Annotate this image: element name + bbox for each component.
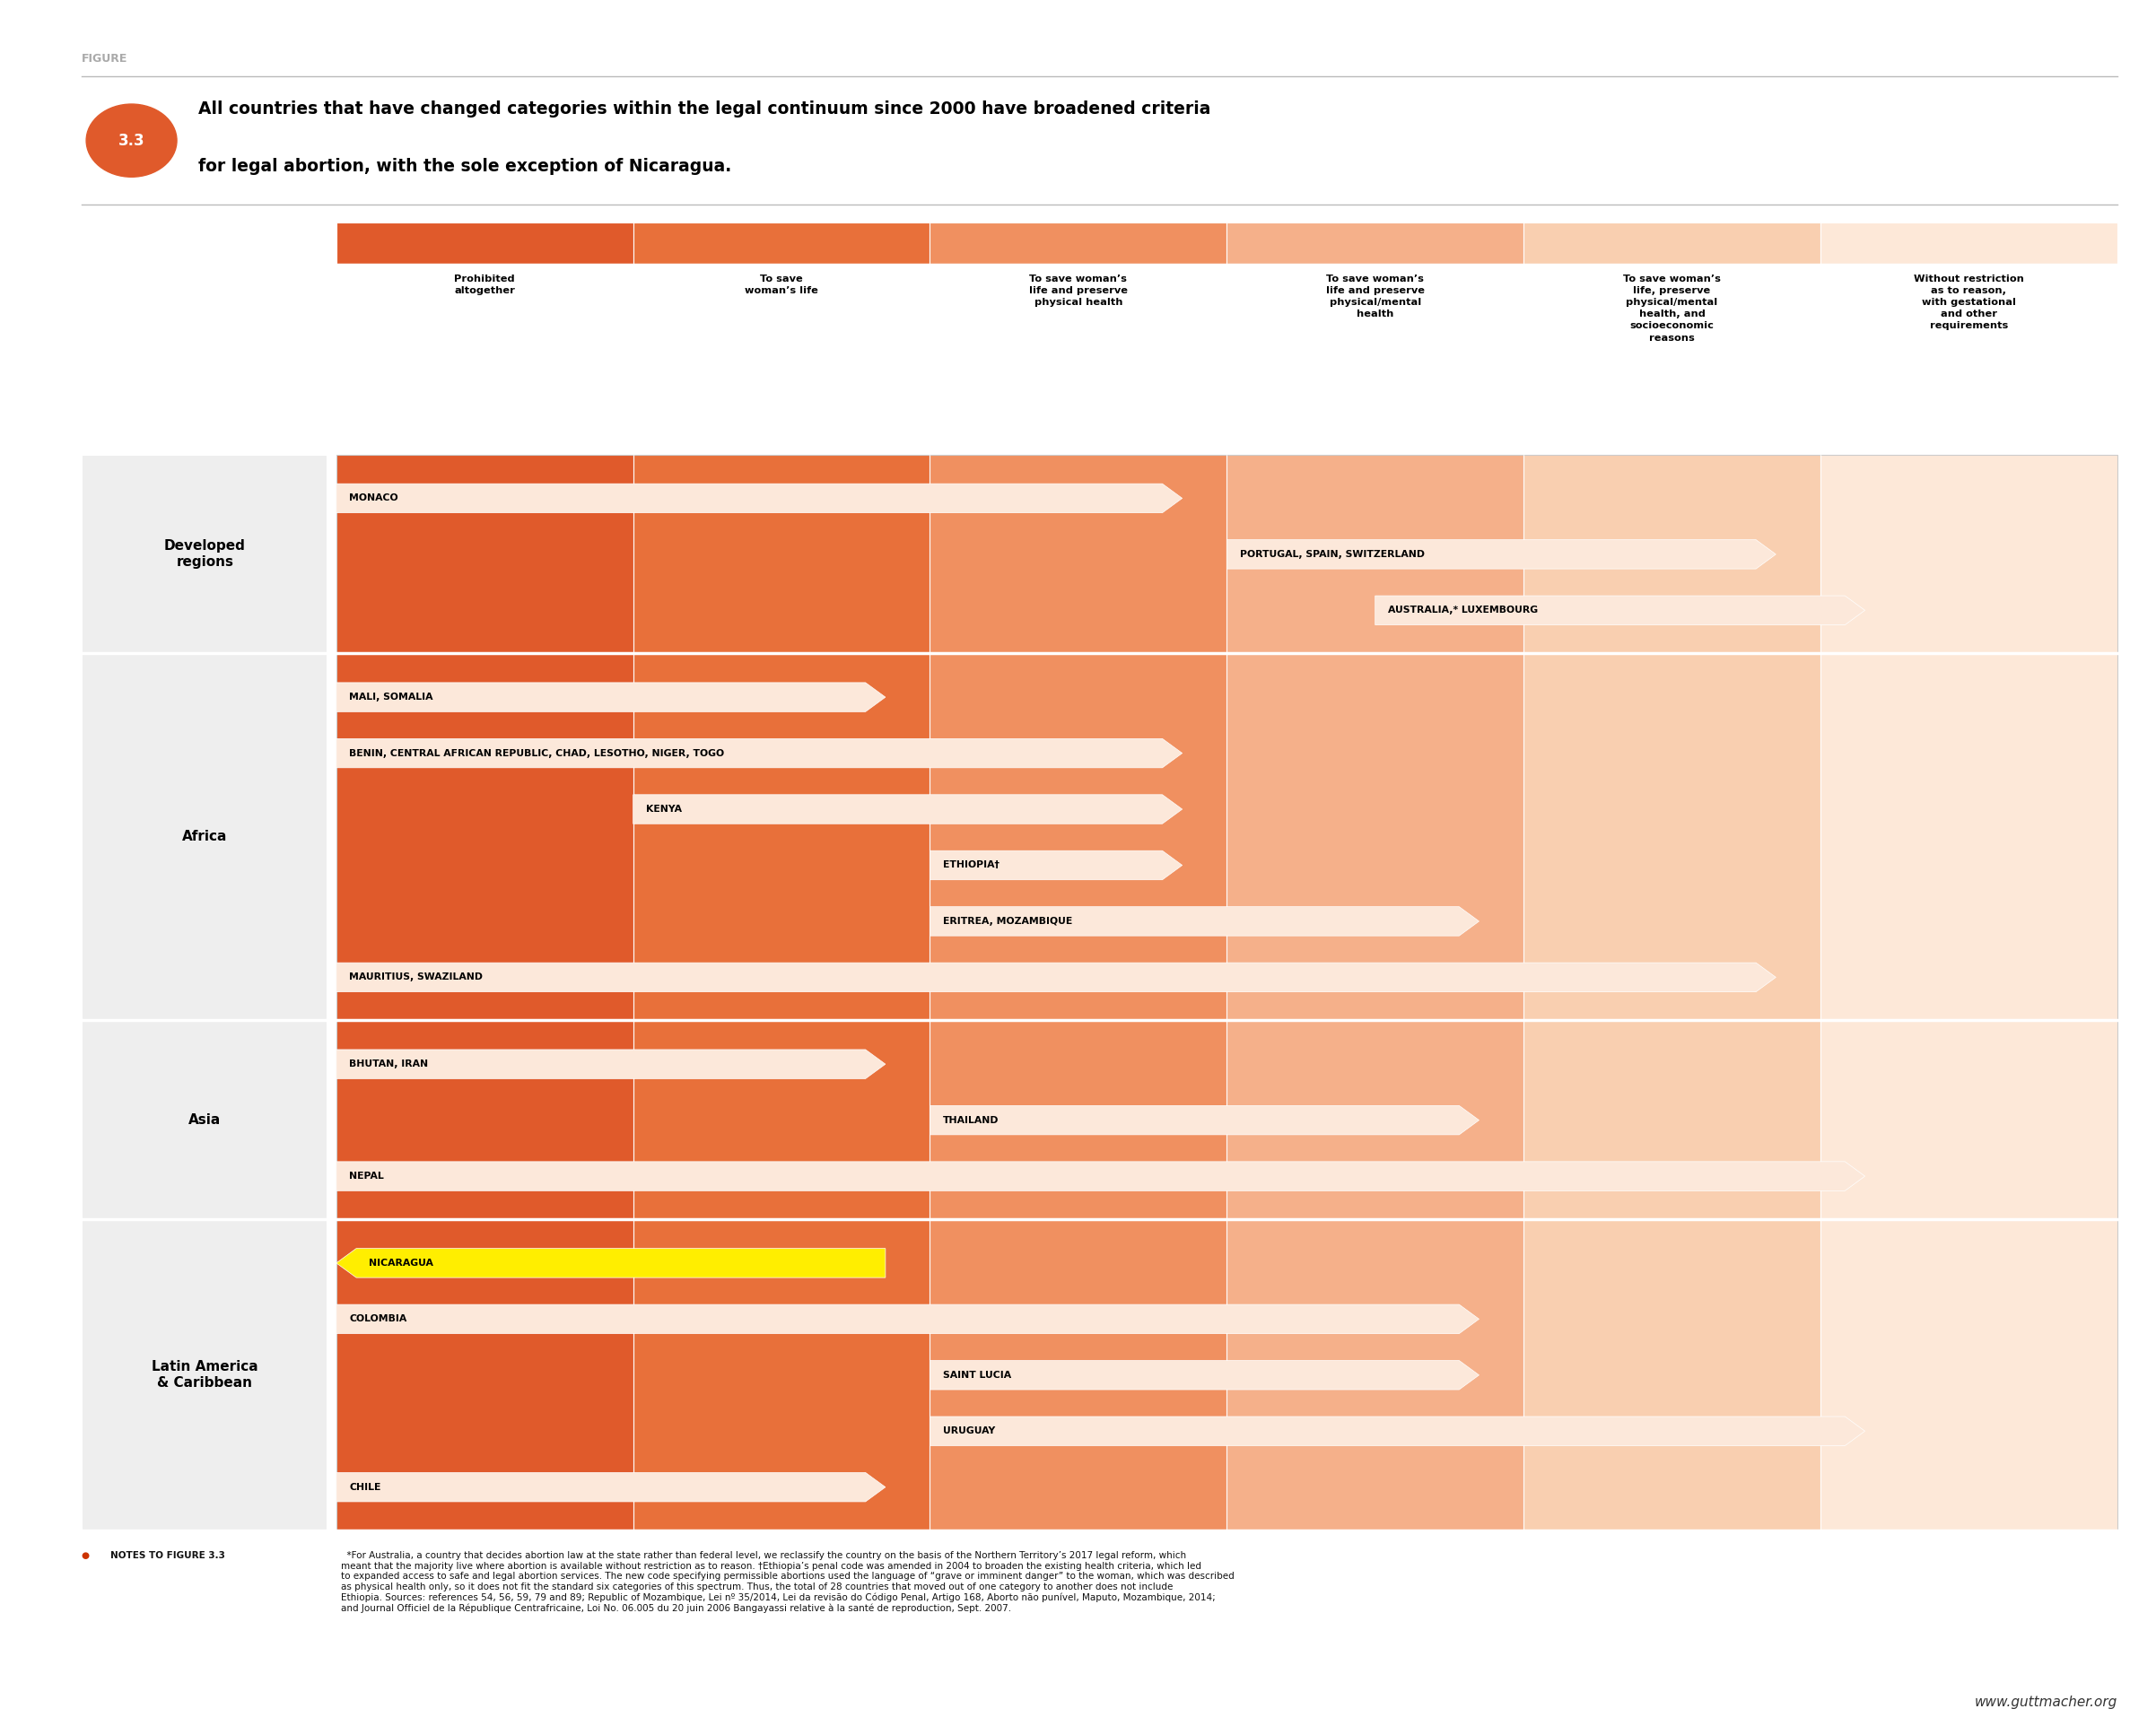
- Polygon shape: [929, 1360, 1479, 1390]
- Text: *For Australia, a country that decides abortion law at the state rather than fed: *For Australia, a country that decides a…: [341, 1551, 1233, 1614]
- Bar: [1227, 222, 1524, 264]
- Polygon shape: [336, 1050, 886, 1079]
- Bar: [1524, 222, 1820, 264]
- Bar: [1227, 654, 1524, 1020]
- Text: AUSTRALIA,* LUXEMBOURG: AUSTRALIA,* LUXEMBOURG: [1388, 606, 1537, 614]
- Polygon shape: [929, 1416, 1865, 1445]
- Bar: [82, 455, 328, 654]
- Bar: [336, 654, 634, 1020]
- Text: Prohibited
altogether: Prohibited altogether: [455, 274, 515, 295]
- Polygon shape: [336, 682, 886, 711]
- Text: NICARAGUA: NICARAGUA: [369, 1258, 433, 1268]
- Bar: [336, 1020, 634, 1220]
- Polygon shape: [929, 907, 1479, 935]
- Text: ETHIOPIA†: ETHIOPIA†: [942, 861, 1000, 869]
- Bar: [336, 1220, 634, 1530]
- Polygon shape: [336, 1305, 1479, 1334]
- Text: MONACO: MONACO: [349, 494, 399, 503]
- Polygon shape: [336, 484, 1181, 514]
- Text: Developed
regions: Developed regions: [164, 540, 246, 569]
- Bar: [634, 1020, 929, 1220]
- Text: Africa: Africa: [183, 831, 226, 843]
- Text: BENIN, CENTRAL AFRICAN REPUBLIC, CHAD, LESOTHO, NIGER, TOGO: BENIN, CENTRAL AFRICAN REPUBLIC, CHAD, L…: [349, 750, 724, 758]
- Text: COLOMBIA: COLOMBIA: [349, 1315, 407, 1324]
- Bar: [82, 1220, 328, 1530]
- Text: ERITREA, MOZAMBIQUE: ERITREA, MOZAMBIQUE: [942, 916, 1072, 926]
- Text: www.guttmacher.org: www.guttmacher.org: [1975, 1695, 2117, 1709]
- Polygon shape: [929, 850, 1181, 880]
- Circle shape: [86, 104, 177, 177]
- Text: SAINT LUCIA: SAINT LUCIA: [942, 1371, 1011, 1379]
- Bar: [634, 1220, 929, 1530]
- Text: Asia: Asia: [188, 1114, 222, 1126]
- Text: THAILAND: THAILAND: [942, 1116, 998, 1124]
- Bar: [336, 455, 2117, 1530]
- Bar: [1227, 1220, 1524, 1530]
- Polygon shape: [336, 1473, 886, 1503]
- Bar: [634, 222, 929, 264]
- Text: All countries that have changed categories within the legal continuum since 2000: All countries that have changed categori…: [198, 101, 1212, 118]
- Bar: [1820, 654, 2117, 1020]
- Bar: [929, 1020, 1227, 1220]
- Bar: [1820, 455, 2117, 654]
- Polygon shape: [634, 795, 1181, 824]
- Bar: [1820, 1220, 2117, 1530]
- Bar: [82, 1020, 328, 1220]
- Text: ●: ●: [82, 1551, 93, 1560]
- Bar: [929, 1220, 1227, 1530]
- Text: To save woman’s
life, preserve
physical/mental
health, and
socioeconomic
reasons: To save woman’s life, preserve physical/…: [1623, 274, 1720, 342]
- Bar: [1227, 1020, 1524, 1220]
- Bar: [336, 455, 634, 654]
- Polygon shape: [336, 963, 1777, 992]
- Text: KENYA: KENYA: [647, 805, 681, 814]
- Text: NEPAL: NEPAL: [349, 1171, 384, 1182]
- Text: MALI, SOMALIA: MALI, SOMALIA: [349, 692, 433, 701]
- Bar: [1820, 222, 2117, 264]
- Text: Latin America
& Caribbean: Latin America & Caribbean: [151, 1360, 259, 1390]
- Text: FIGURE: FIGURE: [82, 52, 127, 64]
- Bar: [929, 654, 1227, 1020]
- Text: MAURITIUS, SWAZILAND: MAURITIUS, SWAZILAND: [349, 973, 483, 982]
- Bar: [1524, 1220, 1820, 1530]
- Text: BHUTAN, IRAN: BHUTAN, IRAN: [349, 1060, 429, 1069]
- Polygon shape: [1376, 595, 1865, 625]
- Text: NOTES TO FIGURE 3.3: NOTES TO FIGURE 3.3: [110, 1551, 224, 1560]
- Text: To save woman’s
life and preserve
physical health: To save woman’s life and preserve physic…: [1028, 274, 1128, 307]
- Polygon shape: [336, 739, 1181, 769]
- Text: To save woman’s
life and preserve
physical/mental
health: To save woman’s life and preserve physic…: [1326, 274, 1425, 319]
- Text: for legal abortion, with the sole exception of Nicaragua.: for legal abortion, with the sole except…: [198, 158, 731, 175]
- Bar: [634, 455, 929, 654]
- Text: 3.3: 3.3: [119, 132, 144, 149]
- Bar: [1227, 455, 1524, 654]
- Text: URUGUAY: URUGUAY: [942, 1426, 996, 1435]
- Bar: [929, 222, 1227, 264]
- Polygon shape: [1227, 540, 1777, 569]
- Text: To save
woman’s life: To save woman’s life: [744, 274, 819, 295]
- Bar: [1524, 1020, 1820, 1220]
- Polygon shape: [336, 1162, 1865, 1190]
- Bar: [336, 222, 634, 264]
- Text: Without restriction
as to reason,
with gestational
and other
requirements: Without restriction as to reason, with g…: [1915, 274, 2024, 330]
- Bar: [1524, 654, 1820, 1020]
- Bar: [929, 455, 1227, 654]
- Text: CHILE: CHILE: [349, 1483, 382, 1492]
- Text: PORTUGAL, SPAIN, SWITZERLAND: PORTUGAL, SPAIN, SWITZERLAND: [1240, 550, 1425, 559]
- Bar: [634, 654, 929, 1020]
- Bar: [82, 654, 328, 1020]
- Bar: [1524, 455, 1820, 654]
- Polygon shape: [929, 1105, 1479, 1135]
- Polygon shape: [336, 1249, 886, 1277]
- Bar: [1820, 1020, 2117, 1220]
